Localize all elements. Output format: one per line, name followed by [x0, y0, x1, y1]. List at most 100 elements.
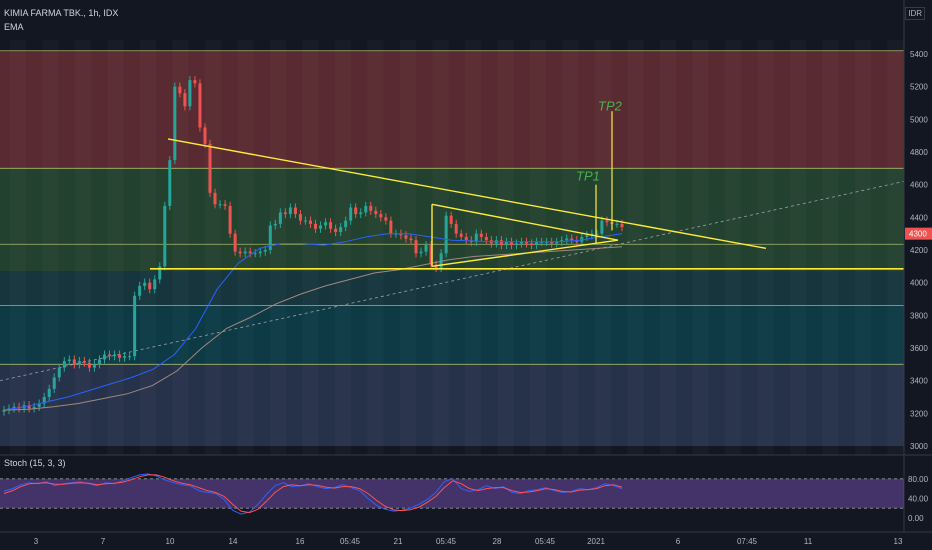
candle	[163, 205, 167, 267]
time-tick-label: 16	[296, 537, 305, 546]
price-tick-label: 4800	[910, 148, 928, 157]
candle	[620, 223, 624, 228]
candle	[123, 356, 127, 358]
candle	[243, 251, 247, 254]
candle	[585, 235, 589, 237]
tp2-label: TP2	[598, 98, 623, 113]
candle	[359, 212, 363, 215]
candle	[102, 354, 106, 360]
candle	[253, 253, 257, 255]
candle	[268, 225, 272, 250]
candle	[409, 238, 413, 241]
candle	[560, 240, 564, 242]
candle	[158, 266, 162, 280]
candle	[153, 279, 157, 290]
grid-stripe	[303, 40, 319, 455]
candle	[449, 215, 453, 224]
time-tick-label: 05:45	[535, 537, 556, 546]
candle	[37, 403, 41, 407]
candle	[273, 223, 277, 226]
candle	[344, 220, 348, 228]
price-tick-label: 5000	[910, 115, 928, 124]
candle	[228, 205, 232, 234]
candle	[168, 160, 172, 206]
candle	[555, 241, 559, 244]
candle	[454, 223, 458, 234]
grid-stripe	[238, 40, 254, 455]
grid-stripe	[790, 40, 806, 455]
candle	[374, 210, 378, 215]
candle	[57, 367, 61, 378]
candle	[479, 233, 483, 237]
grid-stripe	[270, 40, 286, 455]
price-tick-label: 3600	[910, 344, 928, 353]
candle	[514, 243, 518, 246]
candle	[314, 223, 318, 229]
time-tick-label: 05:45	[340, 537, 361, 546]
candle	[509, 241, 513, 246]
candle	[113, 354, 117, 357]
candle	[183, 93, 187, 107]
candle	[92, 364, 96, 368]
candle	[258, 251, 262, 254]
stoch-tick-label: 80.00	[908, 475, 929, 484]
dotted-trendline	[0, 181, 905, 382]
candle	[615, 223, 619, 225]
ema-legend: EMA	[4, 22, 24, 32]
grid-stripe	[10, 40, 26, 455]
grid-stripe	[855, 40, 871, 455]
price-tick-label: 4000	[910, 279, 928, 288]
candle	[118, 354, 122, 358]
candle	[298, 214, 302, 221]
candle	[520, 241, 524, 244]
candle	[459, 233, 463, 237]
candle	[414, 240, 418, 254]
candle	[429, 245, 433, 265]
candle	[278, 212, 282, 224]
candle	[148, 282, 152, 290]
grid-stripe	[205, 40, 221, 455]
candle	[419, 251, 423, 254]
candle	[178, 86, 182, 94]
candle	[324, 222, 328, 226]
candle	[42, 397, 46, 404]
candle	[595, 233, 599, 235]
zone-blue	[0, 364, 904, 446]
candle	[575, 240, 579, 242]
time-tick-label: 11	[804, 537, 813, 546]
candle	[77, 361, 81, 365]
candle	[82, 361, 86, 363]
candle	[128, 356, 132, 358]
candle	[143, 282, 147, 286]
candle	[248, 251, 252, 254]
candle	[339, 227, 343, 233]
candle	[2, 410, 6, 412]
candle	[525, 241, 529, 244]
time-tick-label: 7	[101, 537, 106, 546]
candle	[223, 204, 227, 206]
stoch-tick-label: 40.00	[908, 494, 929, 503]
candle	[233, 233, 237, 252]
grid-stripe	[725, 40, 741, 455]
candle	[72, 359, 76, 365]
tp1-label: TP1	[576, 169, 600, 184]
price-tick-label: 4200	[910, 246, 928, 255]
candle	[329, 222, 333, 229]
candle	[484, 236, 488, 241]
candle	[62, 361, 66, 368]
candle	[354, 207, 358, 215]
grid-stripe	[530, 40, 546, 455]
zone-red	[0, 50, 904, 169]
price-tick-label: 3000	[910, 442, 928, 451]
candle	[203, 127, 207, 144]
candle	[550, 241, 554, 244]
grid-stripe	[660, 40, 676, 455]
time-tick-label: 2021	[587, 537, 605, 546]
candle	[439, 253, 443, 268]
candle	[12, 406, 16, 409]
candle	[474, 233, 478, 242]
time-tick-label: 14	[229, 537, 238, 546]
time-tick-label: 6	[676, 537, 681, 546]
price-tick-label: 3800	[910, 311, 928, 320]
